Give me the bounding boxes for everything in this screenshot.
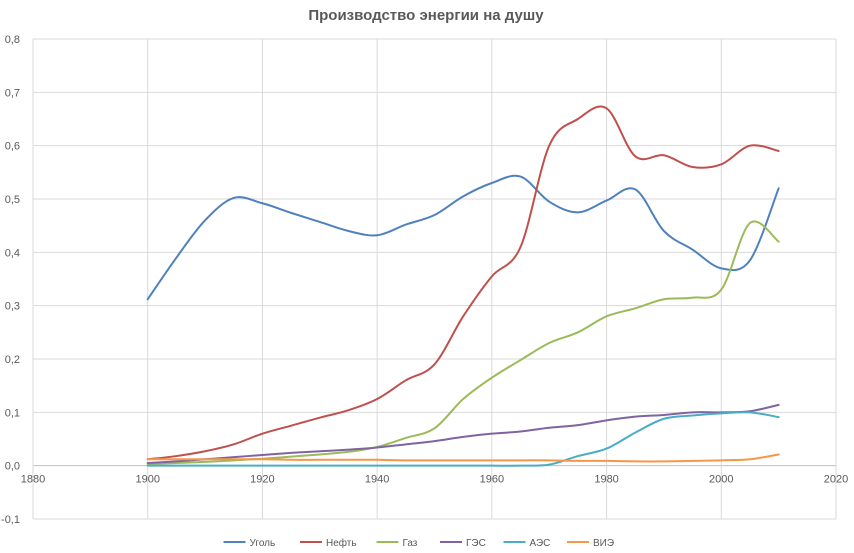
y-tick-label: 0,5: [5, 194, 20, 206]
y-tick-label: 0,1: [5, 407, 20, 419]
series-line-Уголь: [146, 174, 780, 301]
x-tick-label: 1900: [135, 474, 159, 486]
series-line-ВИЭ: [146, 453, 780, 463]
legend-label: АЭС: [530, 538, 551, 549]
x-tick-label: 2000: [709, 474, 733, 486]
x-tick-label: 1880: [21, 474, 45, 486]
x-tick-label: 2020: [824, 474, 848, 486]
y-tick-label: 0,6: [5, 141, 20, 153]
series-line-Нефть: [146, 105, 780, 461]
x-tick-label: 1980: [594, 474, 618, 486]
y-tick-label: 0,4: [5, 247, 20, 259]
series-line-АЭС: [146, 411, 780, 467]
y-tick-label: 0,7: [5, 87, 20, 99]
x-tick-label: 1920: [250, 474, 274, 486]
y-tick-label: 0,0: [5, 461, 20, 473]
legend-label: ГЭС: [466, 538, 486, 549]
legend-label: Уголь: [250, 538, 276, 549]
y-tick-label: 0,3: [5, 301, 20, 313]
y-tick-label: -0,1: [1, 514, 20, 526]
legend: Уголь Нефть Газ ГЭС АЭС ВИЭ: [223, 537, 614, 549]
x-axis-tick-labels: 1880 1900 1920 1940 1960 1980 2000 2020: [21, 474, 848, 486]
y-tick-label: 0,8: [5, 34, 20, 46]
x-tick-label: 1940: [365, 474, 389, 486]
legend-label: ВИЭ: [593, 538, 614, 549]
legend-label: Газ: [403, 538, 418, 549]
series-lines: [146, 105, 780, 467]
x-tick-label: 1960: [480, 474, 504, 486]
y-axis-tick-labels: -0,1 0,0 0,1 0,2 0,3 0,4 0,5 0,6 0,7 0,8: [1, 34, 20, 526]
chart-title: Производство энергии на душу: [308, 7, 544, 24]
series-line-Газ: [146, 220, 780, 466]
series-line-ГЭС: [146, 403, 780, 464]
legend-label: Нефть: [326, 537, 357, 549]
y-tick-label: 0,2: [5, 354, 20, 366]
gridlines: [32, 38, 837, 520]
